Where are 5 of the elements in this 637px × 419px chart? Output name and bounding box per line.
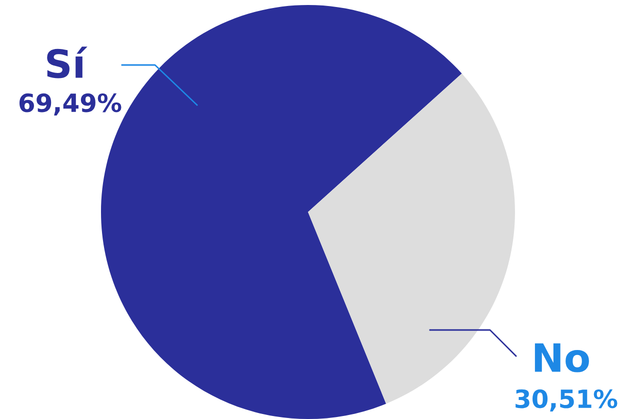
- data-label: 30,51%: [516, 389, 618, 412]
- slice-label: No: [534, 343, 589, 372]
- slice-label: Sí: [47, 46, 88, 78]
- pie-slice: [308, 73, 515, 404]
- data-label: 69,49%: [19, 93, 122, 116]
